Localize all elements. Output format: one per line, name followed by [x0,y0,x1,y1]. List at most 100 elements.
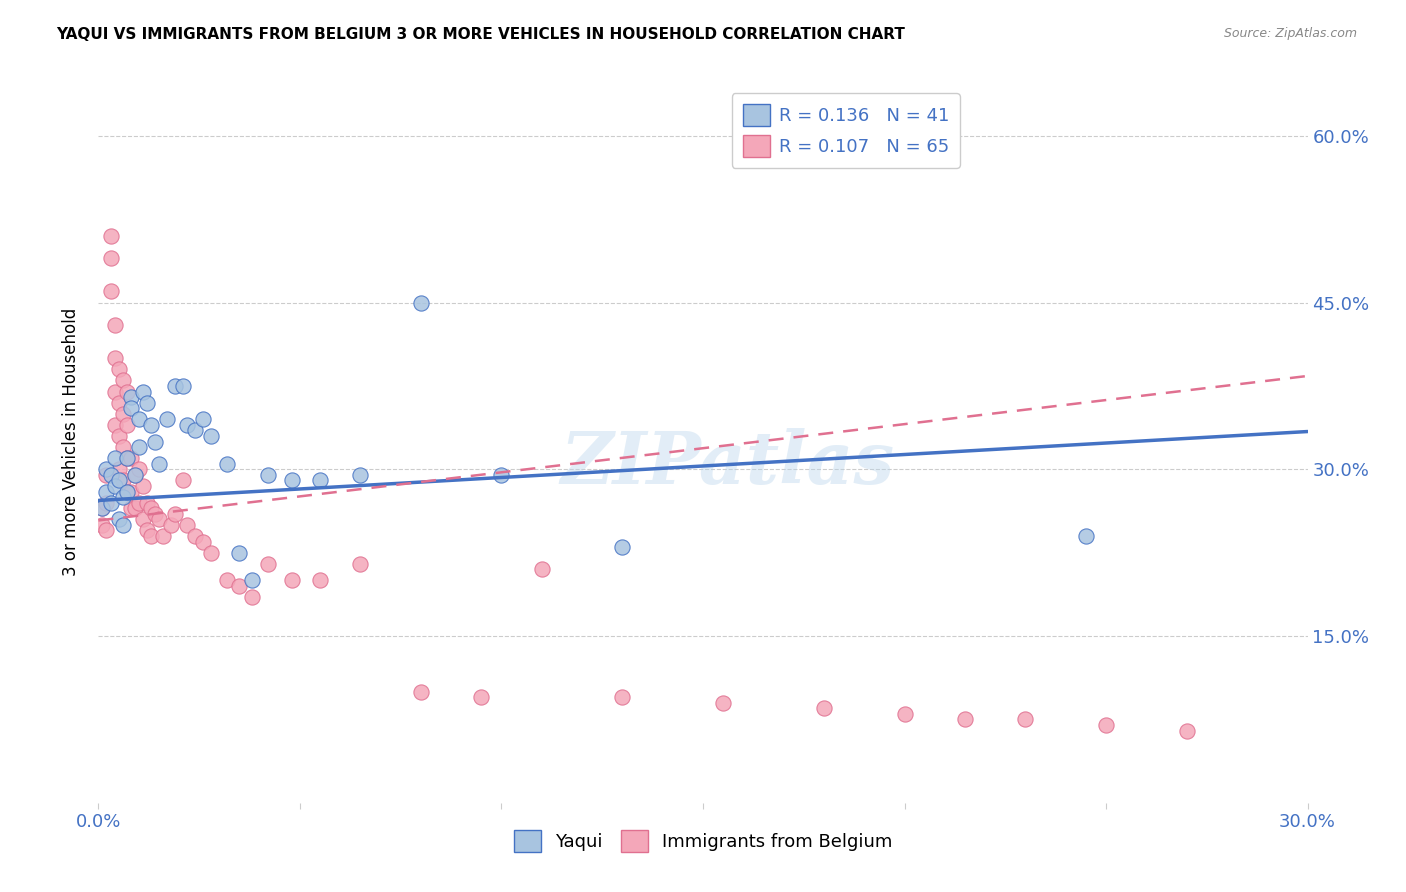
Point [128,462,150,476]
Point [152,529,174,543]
Point [163,507,186,521]
Point [100,496,122,510]
Point [143,507,166,521]
Point [1014,713,1036,727]
Legend: Yaqui, Immigrants from Belgium: Yaqui, Immigrants from Belgium [506,822,900,859]
Point [107,362,129,376]
Point [115,384,138,399]
Point [100,228,122,243]
Point [813,701,835,715]
Point [148,457,170,471]
Point [409,684,432,698]
Point [120,390,142,404]
Point [156,412,179,426]
Point [100,285,122,299]
Point [124,467,146,482]
Point [103,451,125,466]
Point [96,484,118,499]
Point [124,501,146,516]
Point [120,484,142,499]
Point [1074,529,1097,543]
Point [91,501,114,516]
Point [172,474,194,488]
Point [240,574,263,588]
Point [893,706,915,721]
Text: Source: ZipAtlas.com: Source: ZipAtlas.com [1223,27,1357,40]
Point [349,557,371,571]
Point [107,512,129,526]
Point [143,434,166,449]
Text: ZIPatlas: ZIPatlas [560,428,894,499]
Point [124,467,146,482]
Point [217,574,239,588]
Point [176,417,198,432]
Point [184,529,207,543]
Point [281,574,304,588]
Point [711,696,734,710]
Point [111,474,134,488]
Point [217,457,239,471]
Point [111,517,134,532]
Point [100,251,122,265]
Point [96,496,118,510]
Point [128,412,150,426]
Point [120,451,142,466]
Point [200,429,222,443]
Point [120,401,142,416]
Point [200,546,222,560]
Point [111,407,134,421]
Point [256,467,278,482]
Point [349,467,371,482]
Point [470,690,492,705]
Point [172,379,194,393]
Point [228,579,250,593]
Point [132,479,155,493]
Point [240,590,263,604]
Point [96,467,118,482]
Point [193,412,215,426]
Point [309,474,332,488]
Point [128,440,150,454]
Point [115,451,138,466]
Point [100,467,122,482]
Point [135,395,157,409]
Point [281,474,304,488]
Point [1175,723,1198,738]
Point [132,512,155,526]
Point [139,529,162,543]
Point [256,557,278,571]
Point [953,713,976,727]
Point [612,690,634,705]
Point [530,562,553,576]
Point [111,490,134,504]
Point [160,517,183,532]
Point [111,373,134,387]
Point [96,462,118,476]
Point [135,524,157,538]
Point [115,417,138,432]
Point [135,496,157,510]
Point [409,295,432,310]
Y-axis label: 3 or more Vehicles in Household: 3 or more Vehicles in Household [62,308,80,575]
Point [139,417,162,432]
Point [612,540,634,554]
Point [184,424,207,438]
Point [103,417,125,432]
Point [107,395,129,409]
Point [148,512,170,526]
Point [120,501,142,516]
Point [193,534,215,549]
Point [163,379,186,393]
Point [96,524,118,538]
Point [91,501,114,516]
Point [91,517,114,532]
Point [115,484,138,499]
Point [103,318,125,332]
Point [115,451,138,466]
Text: YAQUI VS IMMIGRANTS FROM BELGIUM 3 OR MORE VEHICLES IN HOUSEHOLD CORRELATION CHA: YAQUI VS IMMIGRANTS FROM BELGIUM 3 OR MO… [56,27,905,42]
Point [107,462,129,476]
Point [176,517,198,532]
Point [128,496,150,510]
Point [111,440,134,454]
Point [1095,718,1118,732]
